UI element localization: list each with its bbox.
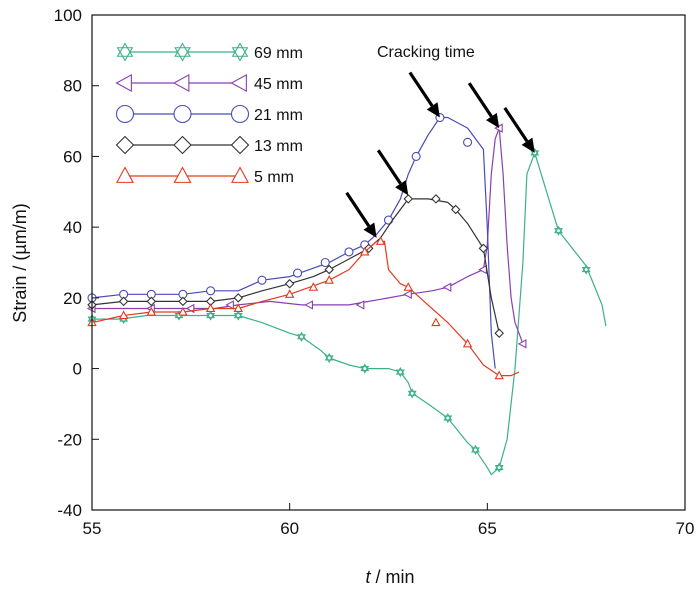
data-point xyxy=(293,268,303,278)
data-point xyxy=(530,147,540,158)
legend-item: 5 mm xyxy=(116,166,294,186)
data-point xyxy=(324,275,334,284)
legend-label: 21 mm xyxy=(254,107,303,124)
legend: 69 mm 45 mm 21 mm 13 mm 5 mm xyxy=(115,42,303,186)
y-tick-label: 0 xyxy=(73,360,82,379)
cracking-arrows xyxy=(345,71,535,238)
data-point xyxy=(395,367,405,378)
legend-item: 13 mm xyxy=(115,135,303,155)
legend-item: 45 mm xyxy=(115,74,303,93)
data-point xyxy=(403,282,413,291)
legend-label: 45 mm xyxy=(254,76,303,93)
x-axis-label: t / min xyxy=(365,567,414,587)
data-point xyxy=(257,275,267,285)
series-line xyxy=(91,198,500,334)
data-point xyxy=(407,388,417,399)
data-point xyxy=(304,300,313,310)
y-tick-label: 60 xyxy=(63,147,82,166)
legend-item: 21 mm xyxy=(115,104,303,124)
data-point xyxy=(324,264,334,275)
cracking-arrow xyxy=(503,107,535,153)
y-tick-label: 100 xyxy=(54,6,82,25)
data-point xyxy=(462,338,473,348)
data-point xyxy=(517,339,527,349)
x-tick-label: 70 xyxy=(676,519,695,538)
series-5-mm xyxy=(87,236,520,380)
y-tick-label: 40 xyxy=(63,218,82,237)
data-point xyxy=(344,247,354,257)
data-point xyxy=(463,137,473,147)
x-axis-variable: t xyxy=(365,567,371,587)
series-13-mm xyxy=(87,194,504,338)
data-point xyxy=(146,296,157,307)
data-point xyxy=(443,412,453,424)
legend-label: 5 mm xyxy=(254,169,294,186)
data-point xyxy=(360,363,370,374)
data-point xyxy=(146,306,157,316)
series-line xyxy=(92,152,607,476)
data-point xyxy=(360,246,370,256)
x-tick-label: 55 xyxy=(83,519,102,538)
data-point xyxy=(442,282,452,292)
data-point xyxy=(233,303,243,313)
data-point xyxy=(320,257,330,268)
data-point xyxy=(494,462,504,473)
data-point xyxy=(355,300,365,310)
data-point xyxy=(494,370,504,380)
cracking-arrow xyxy=(345,191,377,238)
data-point xyxy=(431,194,441,204)
data-point xyxy=(178,306,188,316)
cracking-arrow xyxy=(376,149,409,196)
data-point xyxy=(471,444,480,455)
data-point xyxy=(403,289,412,300)
series-line xyxy=(92,127,524,345)
data-point xyxy=(494,328,504,338)
data-point xyxy=(284,278,295,289)
data-point xyxy=(284,289,295,298)
data-point xyxy=(225,300,234,310)
y-tick-label: 20 xyxy=(63,289,82,308)
data-point xyxy=(297,331,306,342)
x-tick-label: 60 xyxy=(280,519,299,538)
legend-item: 69 mm xyxy=(116,42,303,62)
data-point xyxy=(581,264,591,275)
data-point xyxy=(233,293,244,303)
y-axis-label: Strain / (µm/m) xyxy=(10,203,30,322)
data-point xyxy=(431,317,441,327)
ticks-layer: 55 60 65 70 -40 -20 0 20 40 60 80 100 xyxy=(54,6,695,538)
data-point xyxy=(554,225,563,236)
annotation-cracking-time: Cracking time xyxy=(377,44,475,61)
data-point xyxy=(206,310,216,321)
x-axis-unit: / min xyxy=(371,567,415,587)
legend-label: 13 mm xyxy=(254,138,303,155)
data-point xyxy=(478,264,487,275)
data-point xyxy=(411,151,421,161)
data-point xyxy=(118,296,129,307)
legend-label: 69 mm xyxy=(254,45,303,62)
data-point xyxy=(118,310,129,320)
plot-frame xyxy=(91,14,686,511)
data-point xyxy=(233,310,243,321)
data-point xyxy=(178,296,188,307)
series-layer xyxy=(86,112,607,476)
y-tick-label: -20 xyxy=(57,430,82,449)
data-point xyxy=(206,286,216,296)
data-point xyxy=(478,243,489,254)
data-point xyxy=(308,282,319,291)
data-point xyxy=(450,204,461,215)
x-tick-label: 65 xyxy=(478,519,497,538)
y-tick-label: 80 xyxy=(63,77,82,96)
series-line xyxy=(91,116,496,369)
data-point xyxy=(324,352,334,364)
data-point xyxy=(403,194,414,204)
data-point xyxy=(375,236,386,245)
cracking-arrow xyxy=(467,82,500,129)
data-point xyxy=(205,303,216,313)
y-tick-label: -40 xyxy=(57,501,82,520)
cracking-arrow xyxy=(408,71,440,118)
